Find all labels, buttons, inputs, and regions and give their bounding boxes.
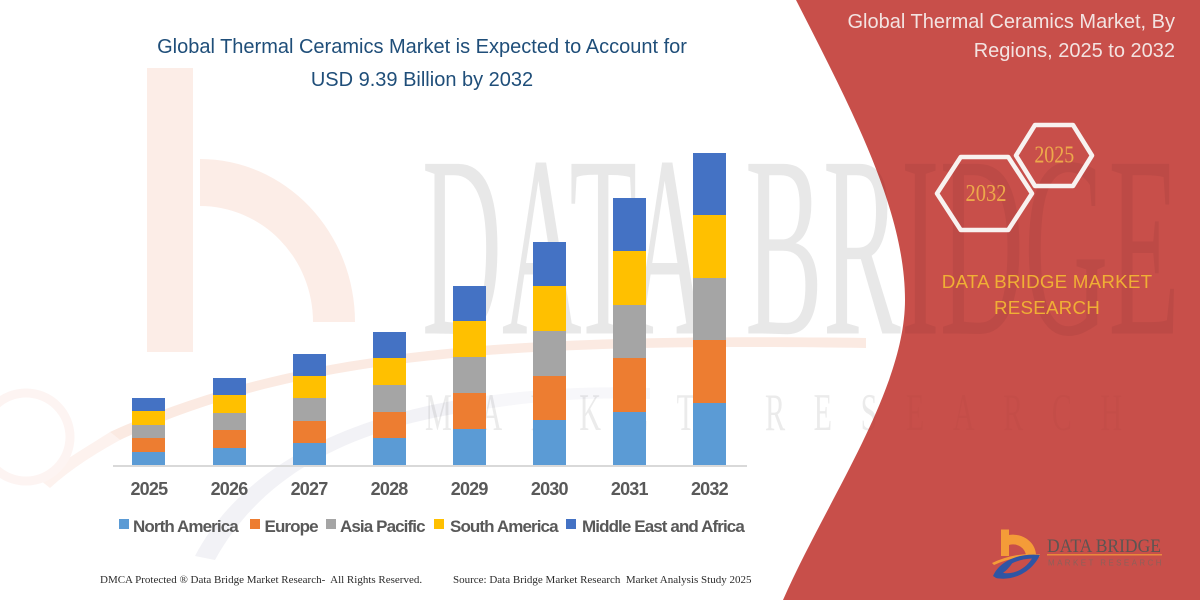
svg-text:2025: 2025 [1034,141,1074,168]
svg-text:DATA BRIDGE: DATA BRIDGE [1047,535,1161,556]
svg-text:MARKET RESEARCH: MARKET RESEARCH [1048,559,1164,568]
svg-text:2032: 2032 [966,179,1007,206]
